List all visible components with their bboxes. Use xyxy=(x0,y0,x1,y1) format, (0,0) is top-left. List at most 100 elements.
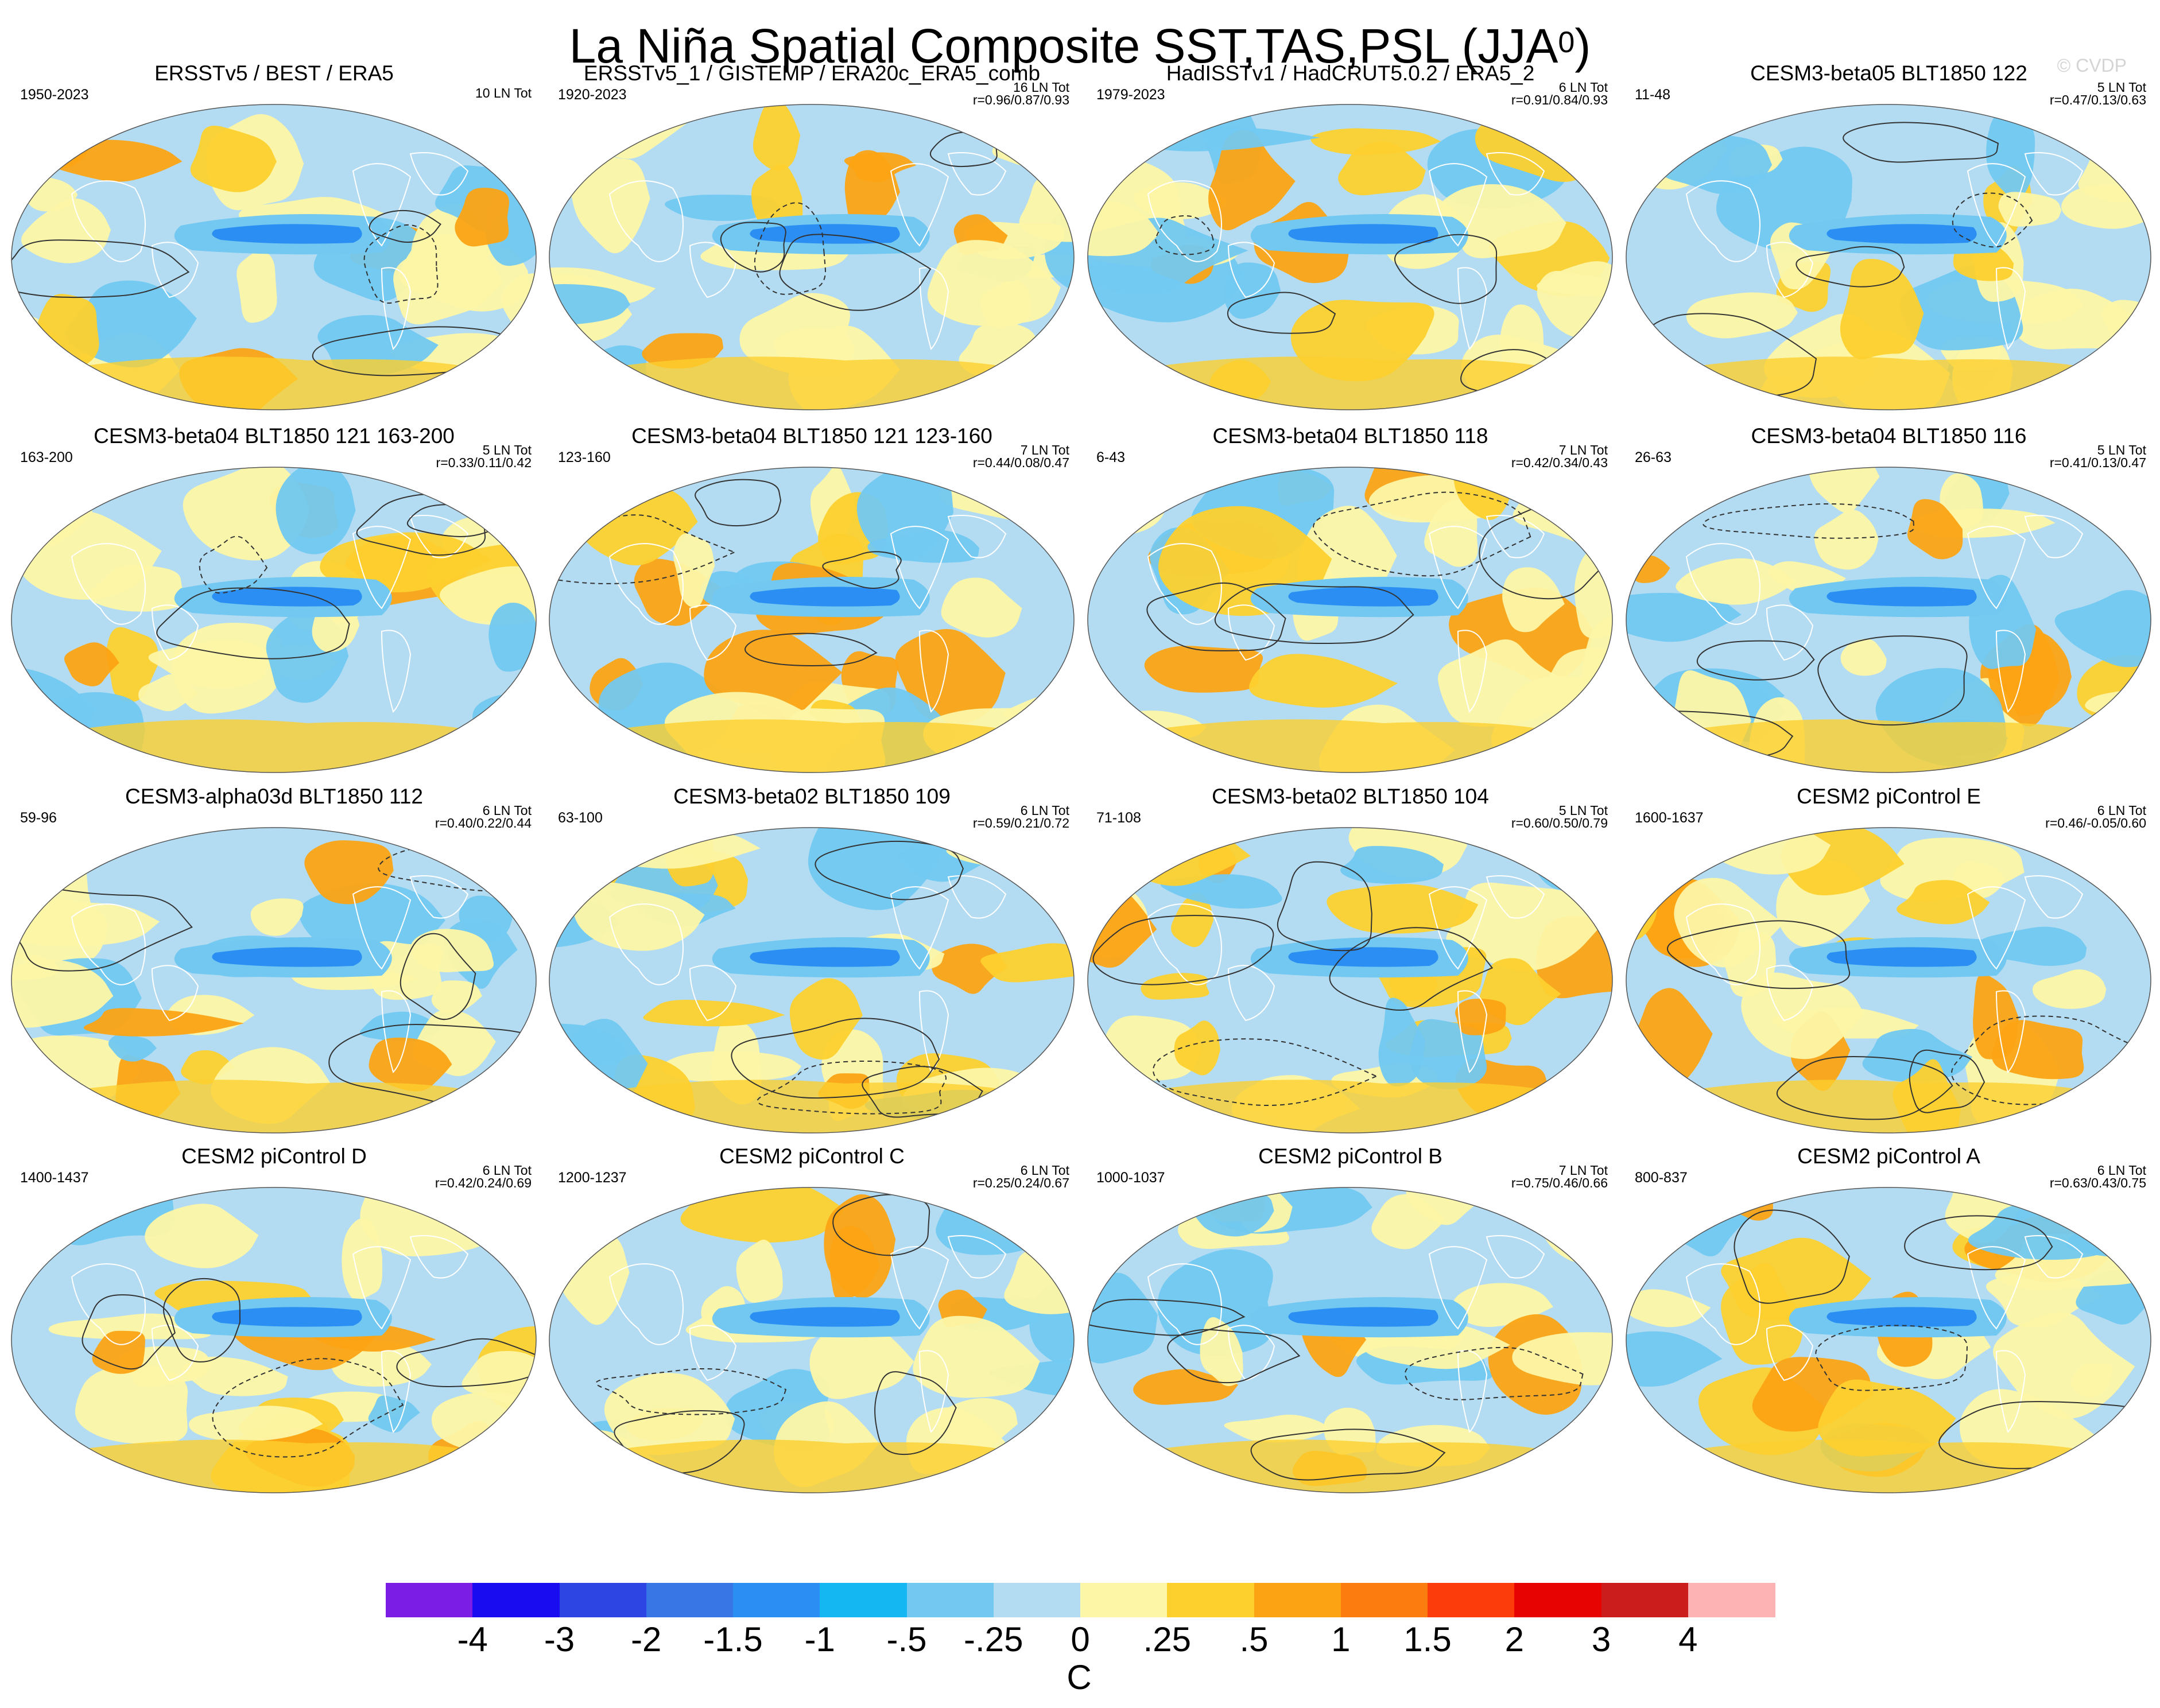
colorbar xyxy=(386,1583,1775,1617)
southern-ocean-band xyxy=(1658,1439,2128,1493)
anomaly-patch xyxy=(1686,292,1798,339)
coastline xyxy=(1147,1235,1545,1433)
panel-pattern-correlation: r=0.40/0.22/0.44 xyxy=(435,816,532,830)
anomaly-patch xyxy=(393,244,502,325)
psl-contour xyxy=(1153,1038,1378,1107)
panel-pattern-correlation: r=0.42/0.34/0.43 xyxy=(1511,455,1608,470)
cold-tongue-core xyxy=(1827,1307,1977,1327)
psl-contour xyxy=(163,1278,241,1362)
anomaly-patch xyxy=(661,1051,802,1082)
colorbar-box xyxy=(472,1583,560,1617)
coastline xyxy=(608,515,1007,713)
map-panel: HadISSTv1 / HadCRUT5.0.2 / ERA5_2 1979-20… xyxy=(1085,61,1616,417)
southern-ocean-band xyxy=(1119,1080,1590,1133)
anomaly-patch xyxy=(941,577,1022,638)
psl-contour xyxy=(731,1018,940,1099)
anomaly-patch xyxy=(1200,1317,1243,1387)
panel-event-count: 5 LN Tot xyxy=(2097,442,2146,457)
psl-contour xyxy=(1394,234,1498,304)
psl-contour xyxy=(1734,1209,1850,1304)
map-plot xyxy=(1087,827,1613,1134)
anomaly-patch xyxy=(2032,969,2107,1009)
anomaly-patch xyxy=(736,1239,783,1303)
map-plot xyxy=(1626,104,2151,410)
coastline xyxy=(1685,1235,2084,1433)
colorbar-box xyxy=(559,1583,647,1617)
panel-title: CESM2 piControl D xyxy=(181,1144,367,1168)
psl-contour xyxy=(1167,1329,1301,1384)
anomaly-patch xyxy=(462,1350,536,1403)
psl-contour xyxy=(1796,246,1905,288)
anomaly-patch xyxy=(844,152,917,183)
map-outline xyxy=(549,467,1075,773)
panel-years: 1979-2023 xyxy=(1096,87,1165,103)
psl-contour xyxy=(82,1294,176,1370)
map-outline xyxy=(11,467,537,773)
anomaly-patch xyxy=(88,565,185,612)
panel-years: 6-43 xyxy=(1096,449,1126,465)
anomaly-patch xyxy=(11,960,114,1028)
map-panel: CESM2 piControl A 800-837 6 LN Tot r=0.63/0… xyxy=(1623,1144,2154,1500)
panel-event-count: 5 LN Tot xyxy=(482,442,532,457)
anomaly-patch xyxy=(1446,882,1600,971)
anomaly-patch xyxy=(483,356,536,395)
map-panel: CESM3-beta04 BLT1850 116 26-63 5 LN Tot r=0… xyxy=(1623,424,2154,779)
anomaly-patch xyxy=(250,898,304,936)
colorbar-tick-label: -3 xyxy=(544,1620,575,1659)
panel-pattern-correlation: r=0.42/0.24/0.69 xyxy=(435,1175,532,1190)
coastline xyxy=(1685,152,2084,350)
panel-years: 1000-1037 xyxy=(1096,1170,1165,1186)
anomaly-patch xyxy=(440,566,536,626)
coastline xyxy=(1147,152,1545,350)
map-plot xyxy=(1087,467,1613,773)
anomaly-patch xyxy=(1512,1332,1612,1385)
coastline xyxy=(608,1235,1007,1433)
anomaly-patch xyxy=(1310,128,1441,155)
psl-contour xyxy=(369,209,441,243)
anomaly-patch xyxy=(1626,1289,1711,1327)
anomaly-patch xyxy=(1455,999,1506,1035)
panel-years: 1920-2023 xyxy=(558,87,627,103)
coastline xyxy=(1685,515,2084,713)
southern-ocean-band xyxy=(1119,719,1590,773)
cold-tongue-core xyxy=(750,947,900,967)
psl-contour xyxy=(363,224,439,304)
map-plot xyxy=(1087,104,1613,410)
panel-event-count: 16 LN Tot xyxy=(1013,80,1069,95)
map-outline xyxy=(1626,827,2151,1134)
psl-contour xyxy=(1404,1346,1584,1400)
anomaly-patch xyxy=(1409,1019,1487,1089)
panel-pattern-correlation: r=0.63/0.43/0.75 xyxy=(2049,1175,2146,1190)
map-outline xyxy=(1087,467,1613,773)
psl-contour xyxy=(1329,927,1494,1011)
colorbar-box xyxy=(1688,1583,1775,1617)
psl-contour xyxy=(1250,1428,1446,1481)
southern-ocean-band xyxy=(581,1439,1052,1493)
map-plot xyxy=(11,1187,537,1493)
psl-contour xyxy=(595,1368,787,1415)
map-plot xyxy=(1626,1187,2151,1493)
map-outline xyxy=(1626,104,2151,410)
panel-years: 1200-1237 xyxy=(558,1170,627,1186)
anomaly-patch xyxy=(1224,1414,1331,1443)
anomaly-patch xyxy=(1880,837,2025,902)
anomaly-patch xyxy=(75,1364,188,1444)
anomaly-patch xyxy=(2088,1084,2151,1125)
anomaly-patch xyxy=(571,150,650,254)
anomaly-patch xyxy=(2107,336,2151,378)
anomaly-patch xyxy=(145,1204,259,1268)
panel-title: CESM3-beta04 BLT1850 118 xyxy=(1212,424,1488,448)
anomaly-patch xyxy=(21,198,111,263)
panel-title: CESM3-beta02 BLT1850 104 xyxy=(1212,785,1489,808)
anomaly-patch xyxy=(2010,289,2139,350)
cold-tongue-core xyxy=(1827,224,1977,244)
colorbar-tick-label: 2 xyxy=(1504,1620,1524,1659)
panel-event-count: 10 LN Tot xyxy=(475,86,532,100)
anomaly-patch xyxy=(11,104,104,147)
anomaly-patch xyxy=(1897,880,1990,925)
cold-tongue-core xyxy=(750,587,900,607)
anomaly-patch xyxy=(181,1050,235,1085)
anomaly-patch xyxy=(753,104,801,171)
psl-contour xyxy=(1952,192,2033,248)
anomaly-patch xyxy=(1424,499,1478,567)
